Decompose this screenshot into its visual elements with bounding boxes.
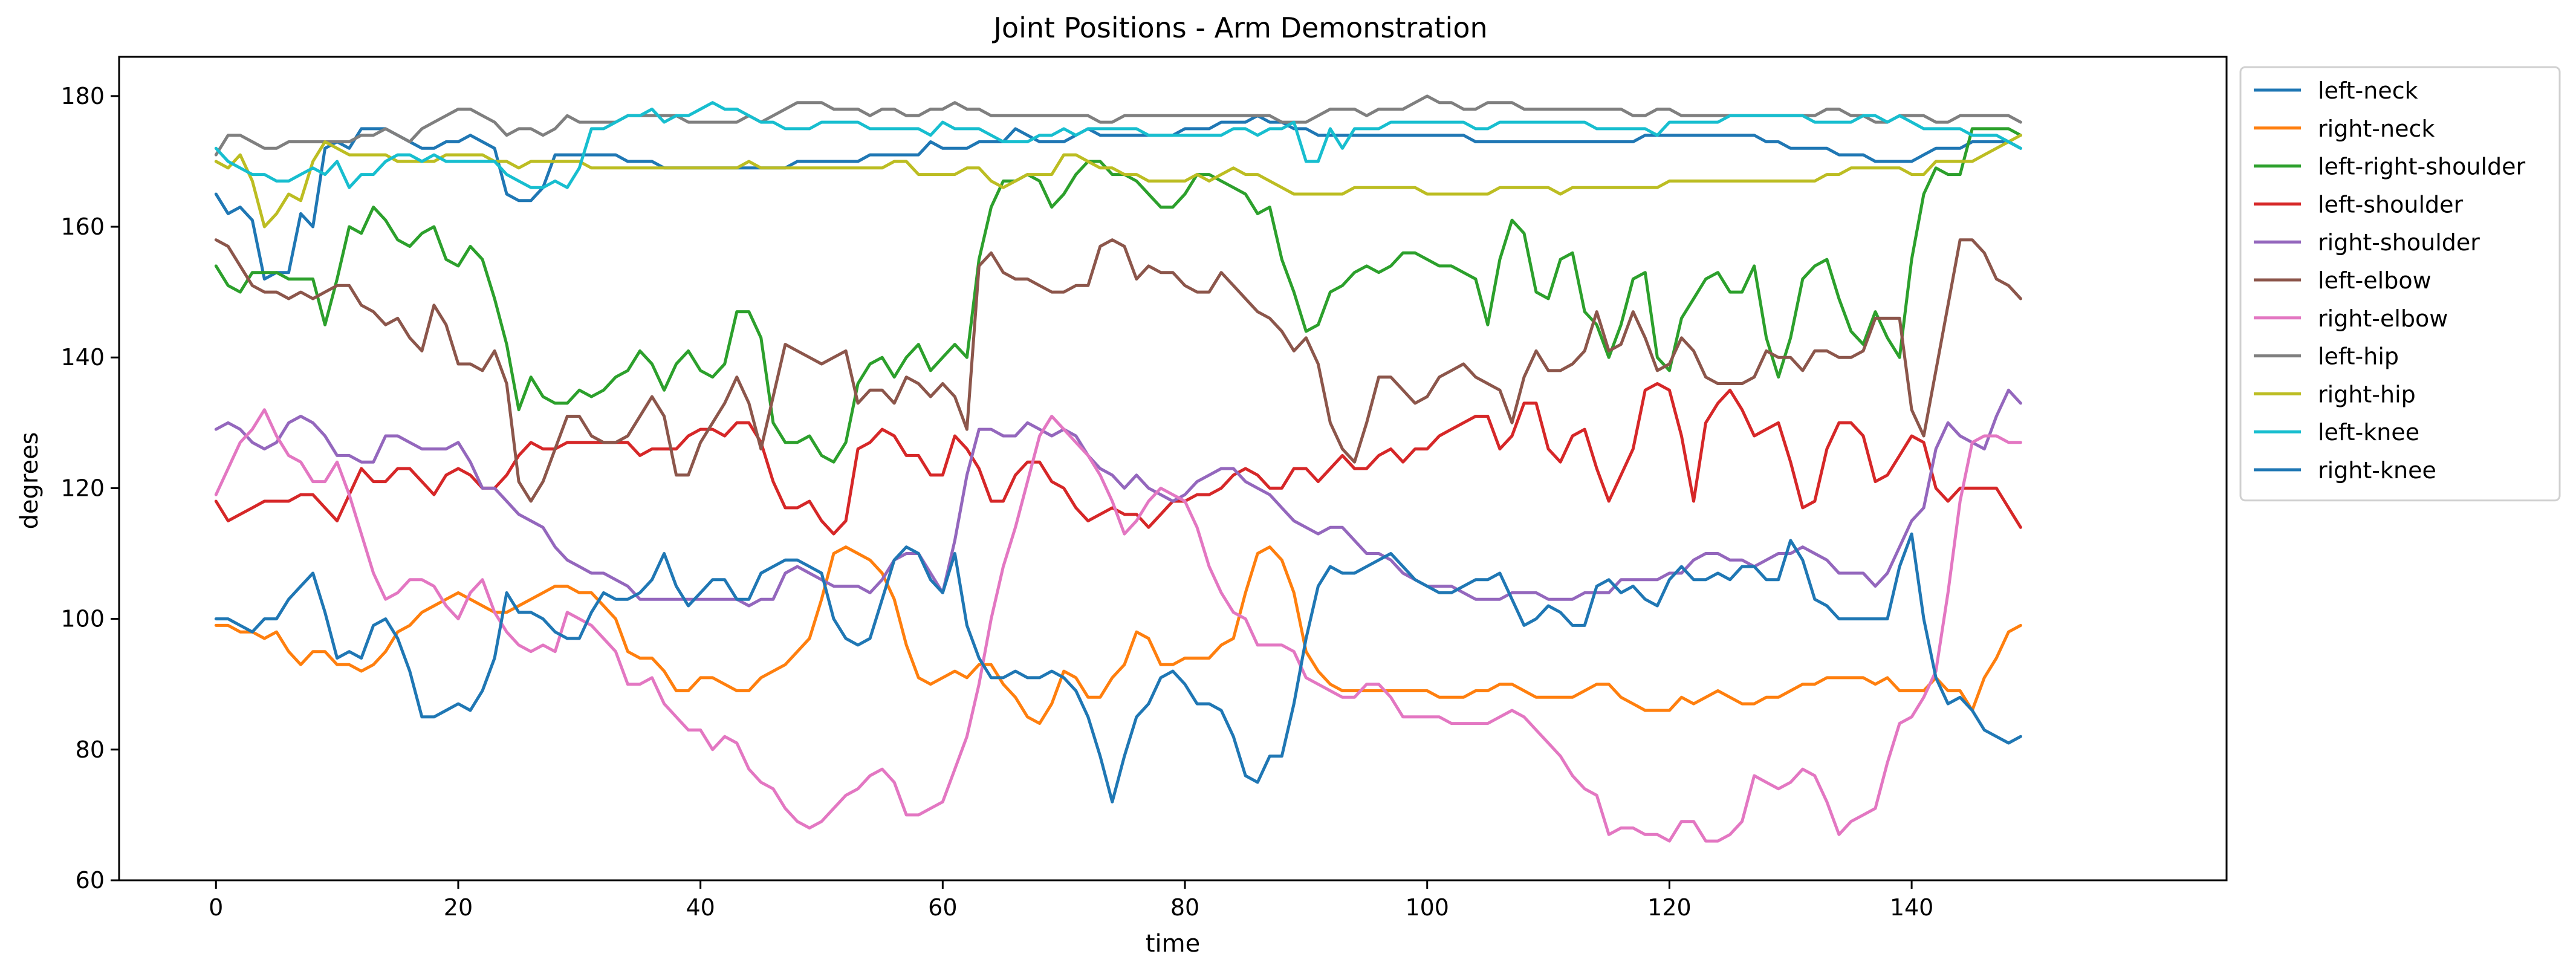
y-tick-label: 140 — [60, 344, 105, 371]
legend-label-left-right-shoulder: left-right-shoulder — [2318, 154, 2526, 180]
x-tick-label: 120 — [1647, 894, 1692, 921]
series-line-left-neck — [214, 114, 2022, 281]
series-line-right-knee — [214, 532, 2022, 804]
plot-lines — [214, 94, 2022, 843]
y-axis-ticks: 60 80 100 120 140 160 180 — [60, 83, 119, 894]
series-line-left-shoulder — [214, 382, 2022, 536]
y-tick-label: 80 — [76, 736, 105, 763]
legend-label-left-elbow: left-elbow — [2318, 267, 2432, 294]
legend-label-right-neck: right-neck — [2318, 115, 2435, 142]
y-axis-label: degrees — [16, 432, 44, 529]
series-line-left-elbow — [214, 238, 2022, 503]
series-line-right-hip — [214, 134, 2022, 229]
x-tick-label: 100 — [1405, 894, 1449, 921]
x-tick-label: 40 — [686, 894, 715, 921]
legend-label-left-hip: left-hip — [2318, 343, 2399, 370]
legend-label-left-shoulder: left-shoulder — [2318, 191, 2464, 218]
x-tick-label: 0 — [209, 894, 223, 921]
legend-label-left-neck: left-neck — [2318, 77, 2418, 104]
series-line-right-elbow — [214, 408, 2022, 843]
legend-label-right-shoulder: right-shoulder — [2318, 229, 2480, 256]
legend: left-neck right-neck left-right-shoulder le… — [2239, 66, 2561, 502]
chart-title: Joint Positions - Arm Demonstration — [991, 11, 1487, 44]
series-line-left-right-shoulder — [214, 127, 2022, 464]
x-tick-label: 60 — [928, 894, 957, 921]
x-tick-label: 80 — [1170, 894, 1199, 921]
series-line-left-knee — [214, 101, 2022, 189]
series-line-left-hip — [214, 94, 2022, 157]
x-tick-label: 140 — [1890, 894, 1934, 921]
y-tick-label: 60 — [76, 867, 105, 894]
legend-label-left-knee: left-knee — [2318, 419, 2419, 446]
x-axis-label: time — [1146, 930, 1200, 958]
legend-label-right-hip: right-hip — [2318, 381, 2416, 407]
y-tick-label: 160 — [60, 213, 105, 240]
legend-label-right-knee: right-knee — [2318, 457, 2436, 484]
legend-label-right-elbow: right-elbow — [2318, 305, 2448, 332]
x-axis-ticks: 0 20 40 60 80 100 120 140 — [209, 880, 1933, 921]
series-line-right-shoulder — [214, 388, 2022, 608]
y-tick-label: 100 — [60, 606, 105, 632]
x-tick-label: 20 — [444, 894, 473, 921]
y-tick-label: 120 — [60, 475, 105, 501]
series-line-right-neck — [214, 545, 2022, 726]
plot-frame — [118, 56, 2228, 881]
y-tick-label: 180 — [60, 83, 105, 109]
legend-box — [2239, 66, 2561, 502]
